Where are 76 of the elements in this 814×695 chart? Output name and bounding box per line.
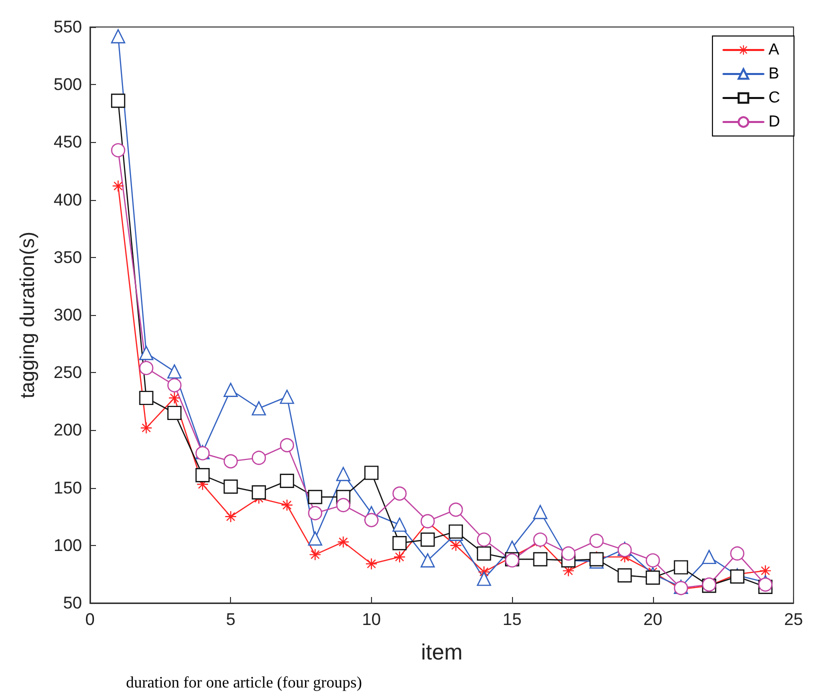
point <box>392 518 407 532</box>
point <box>140 422 152 434</box>
point <box>139 346 154 360</box>
point <box>225 511 236 522</box>
legend-label: B <box>768 66 780 82</box>
point <box>167 406 182 420</box>
x-tick-label: 25 <box>784 610 804 629</box>
legend-label: A <box>768 42 780 58</box>
x-tick-label: 10 <box>362 610 381 629</box>
point <box>646 553 660 568</box>
point <box>589 534 604 548</box>
point <box>533 532 548 547</box>
point <box>476 546 492 561</box>
point <box>420 532 435 547</box>
y-tick-label: 500 <box>54 75 82 94</box>
y-tick-label: 150 <box>54 478 82 498</box>
point <box>420 553 435 568</box>
point <box>674 560 688 574</box>
legend-label: C <box>768 90 780 106</box>
y-tick-label: 250 <box>54 363 82 382</box>
point <box>336 466 350 482</box>
point <box>111 29 126 44</box>
point <box>111 94 126 108</box>
x-tick-label: 5 <box>226 610 236 629</box>
y-tick-label: 400 <box>54 190 82 210</box>
point <box>476 572 492 586</box>
point <box>308 506 322 520</box>
point <box>448 502 463 517</box>
point <box>338 536 349 548</box>
y-tick-label: 200 <box>54 420 82 440</box>
text: duration for one article (four groups) <box>126 674 362 692</box>
point <box>533 504 548 520</box>
point <box>533 552 548 566</box>
point <box>280 438 294 452</box>
y-tick-label: 550 <box>54 18 82 36</box>
point <box>561 546 576 561</box>
point <box>476 532 492 547</box>
point <box>392 536 407 550</box>
point <box>336 498 350 512</box>
y-axis-title: tagging duration(s) <box>17 232 39 398</box>
point <box>366 558 377 570</box>
legend-label: D <box>768 114 780 130</box>
point <box>224 480 238 494</box>
point <box>252 401 266 416</box>
point <box>420 514 435 528</box>
y-tick-label: 450 <box>54 132 82 152</box>
x-tick-label: 20 <box>643 610 662 629</box>
point <box>167 364 182 379</box>
x-axis-title: item <box>420 640 463 664</box>
x-tick-label: 15 <box>502 610 522 629</box>
point <box>308 490 322 504</box>
point <box>702 550 716 564</box>
point <box>310 549 321 560</box>
x-tick-label: 0 <box>85 610 95 629</box>
point <box>252 450 266 465</box>
point <box>111 143 126 158</box>
point <box>730 546 744 561</box>
point <box>280 390 294 404</box>
point <box>167 378 182 392</box>
y-tick-label: 350 <box>54 248 82 267</box>
point <box>308 531 322 546</box>
point <box>224 382 238 397</box>
point <box>139 360 154 376</box>
y-tick-label: 100 <box>54 536 82 555</box>
point <box>224 454 238 468</box>
point <box>364 512 379 528</box>
point <box>280 474 294 488</box>
point <box>364 466 379 480</box>
y-tick-label: 300 <box>54 306 82 324</box>
point <box>252 485 266 500</box>
point <box>392 486 407 501</box>
y-tick-label: 50 <box>63 594 82 612</box>
point <box>618 568 632 582</box>
point <box>139 390 154 406</box>
point <box>646 570 660 585</box>
point <box>195 468 210 482</box>
